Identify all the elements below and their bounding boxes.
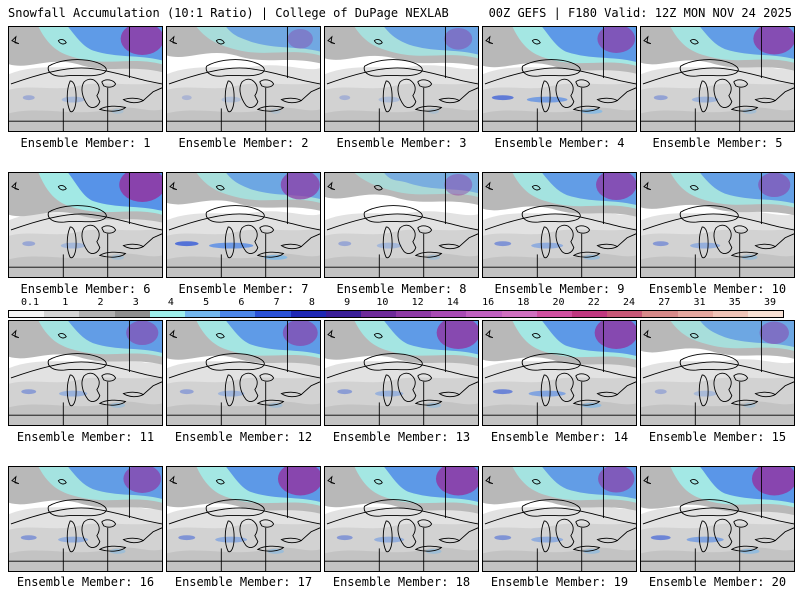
scale-swatch [325,311,361,317]
ensemble-member-label: Ensemble Member: 4 [494,136,625,150]
ensemble-member-label: Ensemble Member: 3 [336,136,467,150]
scale-swatch [431,311,467,317]
ensemble-member-map [324,466,479,572]
scale-tick-label: 14 [446,297,459,308]
scale-tick-label: 12 [411,297,424,308]
scale-swatch [466,311,502,317]
scale-tick-label: 2 [97,297,104,308]
scale-tick-label: 31 [693,297,706,308]
ensemble-member-label: Ensemble Member: 16 [16,575,155,589]
ensemble-member-map [8,466,163,572]
scale-tick-label: 35 [728,297,741,308]
scale-swatch [9,311,45,317]
scale-tick-label: 24 [623,297,636,308]
scale-tick-label: 8 [308,297,315,308]
ensemble-member-label: Ensemble Member: 13 [332,430,471,444]
ensemble-member-label: Ensemble Member: 9 [494,282,625,296]
ensemble-member-label: Ensemble Member: 8 [336,282,467,296]
ensemble-member-label: Ensemble Member: 1 [20,136,151,150]
ensemble-member-map [640,320,795,426]
scale-swatch [290,311,326,317]
ensemble-member-map [482,320,637,426]
ensemble-member-map [324,172,479,278]
ensemble-member-map [482,26,637,132]
ensemble-member-map [166,466,321,572]
ensemble-member-label: Ensemble Member: 19 [490,575,629,589]
ensemble-member-label: Ensemble Member: 6 [20,282,151,296]
ensemble-member-map [166,26,321,132]
ensemble-member-label: Ensemble Member: 17 [174,575,313,589]
ensemble-member-map [482,172,637,278]
ensemble-member-label: Ensemble Member: 15 [648,430,787,444]
ensemble-member-label: Ensemble Member: 5 [652,136,783,150]
ensemble-member-label: Ensemble Member: 18 [332,575,471,589]
ensemble-member-map [166,172,321,278]
scale-swatch [114,311,150,317]
scale-swatch [79,311,115,317]
ensemble-member-map [640,466,795,572]
ensemble-member-map [8,26,163,132]
ensemble-member-map [8,320,163,426]
scale-tick-label: 7 [273,297,280,308]
ensemble-member-map [324,320,479,426]
scale-tick-label: 1 [62,297,69,308]
model-run-info: 00Z GEFS | F180 Valid: 12Z MON NOV 24 20… [488,6,792,20]
scale-tick-label: 4 [167,297,174,308]
ensemble-member-label: Ensemble Member: 12 [174,430,313,444]
product-title: Snowfall Accumulation (10:1 Ratio) | Col… [8,6,449,20]
scale-swatch [642,311,678,317]
scale-tick-label: 6 [238,297,245,308]
scale-tick-label: 27 [658,297,671,308]
ensemble-member-label: Ensemble Member: 2 [178,136,309,150]
scale-swatch [149,311,185,317]
ensemble-member-label: Ensemble Member: 14 [490,430,629,444]
ensemble-member-label: Ensemble Member: 20 [648,575,787,589]
scale-swatch [44,311,80,317]
scale-tick-label: 18 [517,297,530,308]
scale-tick-label: 22 [587,297,600,308]
scale-tick-label: 9 [344,297,351,308]
scale-swatch [360,311,397,317]
ensemble-member-map [166,320,321,426]
ensemble-member-map [8,172,163,278]
scale-tick-label: 0.1 [20,297,40,308]
scale-tick-label: 3 [132,297,139,308]
scale-tick-label: 10 [376,297,389,308]
scale-tick-label: 39 [763,297,777,308]
scale-swatch [501,311,537,317]
scale-swatch [747,311,784,317]
ensemble-member-map [324,26,479,132]
scale-swatch [184,311,221,317]
scale-swatch [220,311,256,317]
scale-swatch [677,311,713,317]
ensemble-member-map [640,26,795,132]
scale-swatch [712,311,748,317]
scale-swatch [607,311,643,317]
ensemble-member-map [482,466,637,572]
scale-swatch [255,311,291,317]
ensemble-member-label: Ensemble Member: 10 [648,282,787,296]
ensemble-member-label: Ensemble Member: 7 [178,282,309,296]
scale-tick-label: 5 [203,297,210,308]
snowfall-color-scale [8,310,784,318]
scale-swatch [536,311,572,317]
ensemble-member-label: Ensemble Member: 11 [16,430,155,444]
scale-tick-label: 20 [552,297,565,308]
scale-tick-label: 16 [482,297,495,308]
scale-swatch [572,311,608,317]
scale-swatch [396,311,432,317]
ensemble-member-map [640,172,795,278]
